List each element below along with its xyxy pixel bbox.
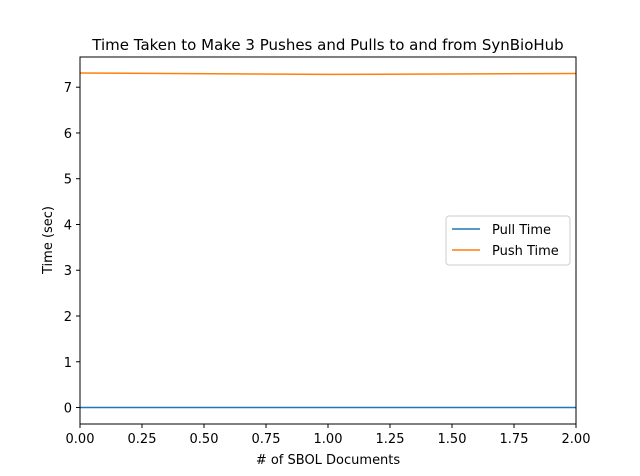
y-tick-label: 6 [64, 127, 72, 142]
x-tick-label: 0.00 [66, 432, 95, 447]
x-tick-label: 2.00 [562, 432, 591, 447]
y-tick-label: 4 [64, 218, 72, 233]
y-tick-label: 2 [64, 310, 72, 325]
y-axis: 0 1 2 3 4 5 6 7 [64, 81, 80, 417]
y-axis-label: Time (sec) [41, 206, 56, 275]
x-tick-label: 1.75 [500, 432, 529, 447]
x-axis: 0.00 0.25 0.50 0.75 1.00 1.25 1.50 1.75 2.00 [66, 424, 591, 447]
x-tick-label: 0.25 [128, 432, 157, 447]
x-tick-label: 0.50 [190, 432, 219, 447]
x-axis-label: # of SBOL Documents [256, 453, 401, 468]
legend: Pull Time Push Time [445, 215, 571, 266]
series-layer [79, 72, 577, 409]
series-line-1 [79, 72, 577, 76]
y-tick-label: 7 [64, 81, 72, 96]
legend-label-1: Push Time [492, 244, 559, 259]
y-tick-label: 5 [64, 173, 72, 188]
y-tick-label: 1 [64, 356, 72, 371]
x-tick-label: 1.25 [376, 432, 405, 447]
y-tick-label: 3 [64, 264, 72, 279]
x-tick-label: 1.50 [438, 432, 467, 447]
chart-title: Time Taken to Make 3 Pushes and Pulls to… [91, 36, 563, 54]
legend-label-0: Pull Time [492, 223, 551, 238]
x-tick-label: 1.00 [314, 432, 343, 447]
y-tick-label: 0 [64, 402, 72, 417]
x-tick-label: 0.75 [252, 432, 281, 447]
